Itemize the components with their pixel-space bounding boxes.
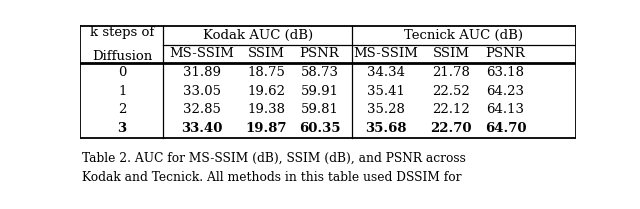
Text: PSNR: PSNR	[300, 47, 339, 60]
Text: Table 2. AUC for MS-SSIM (dB), SSIM (dB), and PSNR across: Table 2. AUC for MS-SSIM (dB), SSIM (dB)…	[83, 151, 467, 164]
Text: 35.28: 35.28	[367, 103, 405, 116]
Text: Kodak and Tecnick. All methods in this table used DSSIM for: Kodak and Tecnick. All methods in this t…	[83, 171, 462, 184]
Text: 58.73: 58.73	[301, 66, 339, 79]
Text: 22.52: 22.52	[432, 85, 470, 98]
Text: 22.70: 22.70	[430, 122, 472, 135]
Text: 64.13: 64.13	[486, 103, 525, 116]
Text: 19.87: 19.87	[245, 122, 287, 135]
Text: 0: 0	[118, 66, 126, 79]
Text: 60.35: 60.35	[299, 122, 340, 135]
Text: 59.81: 59.81	[301, 103, 339, 116]
Text: 18.75: 18.75	[247, 66, 285, 79]
Text: 33.40: 33.40	[181, 122, 222, 135]
Text: 22.12: 22.12	[432, 103, 470, 116]
Text: 31.89: 31.89	[182, 66, 221, 79]
Text: 64.23: 64.23	[486, 85, 525, 98]
Text: Tecnick AUC (dB): Tecnick AUC (dB)	[404, 29, 524, 42]
Text: 35.41: 35.41	[367, 85, 405, 98]
Text: 63.18: 63.18	[486, 66, 525, 79]
Text: 35.68: 35.68	[365, 122, 407, 135]
Text: 32.85: 32.85	[182, 103, 220, 116]
Text: 33.05: 33.05	[182, 85, 221, 98]
Text: SSIM: SSIM	[433, 47, 470, 60]
Text: MS-SSIM: MS-SSIM	[169, 47, 234, 60]
Text: 21.78: 21.78	[432, 66, 470, 79]
Text: 64.70: 64.70	[485, 122, 526, 135]
Text: k steps of: k steps of	[90, 26, 154, 39]
Text: SSIM: SSIM	[248, 47, 285, 60]
Text: MS-SSIM: MS-SSIM	[353, 47, 419, 60]
Text: 2: 2	[118, 103, 126, 116]
Text: PSNR: PSNR	[486, 47, 525, 60]
Text: Diffusion: Diffusion	[92, 50, 152, 63]
Text: 3: 3	[118, 122, 127, 135]
Text: 59.91: 59.91	[301, 85, 339, 98]
Text: 19.62: 19.62	[247, 85, 285, 98]
Text: 1: 1	[118, 85, 126, 98]
Text: Kodak AUC (dB): Kodak AUC (dB)	[202, 29, 312, 42]
Text: 19.38: 19.38	[247, 103, 285, 116]
Text: 34.34: 34.34	[367, 66, 405, 79]
